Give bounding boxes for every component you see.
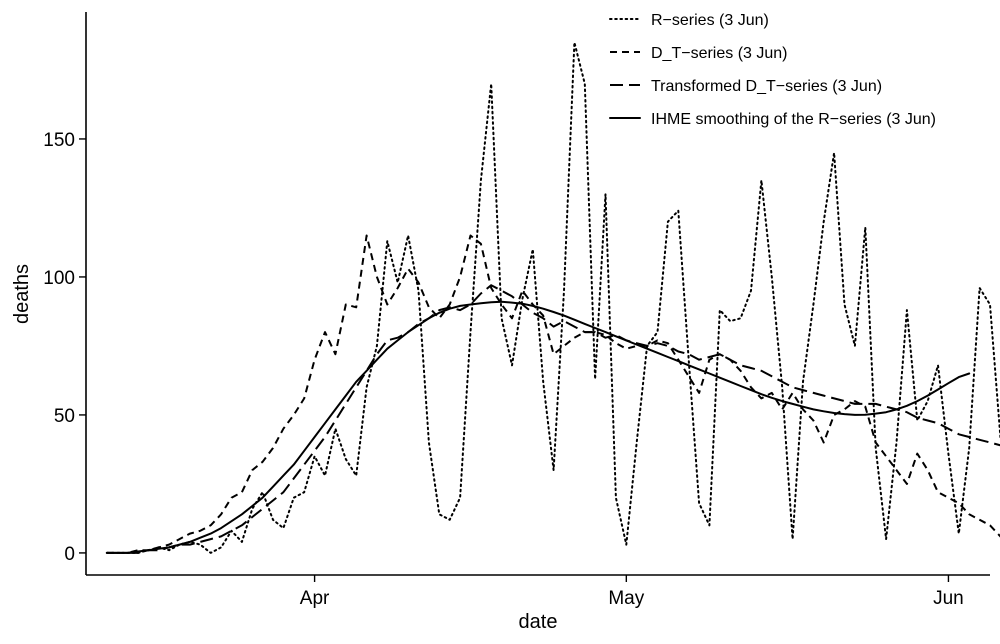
y-tick-label: 0 (64, 544, 75, 565)
x-axis-title: date (519, 611, 558, 633)
legend: R−series (3 Jun) D_T−series (3 Jun) Transf… (609, 12, 936, 128)
legend-label: D_T−series (3 Jun) (651, 45, 788, 62)
series-line-longdash (106, 284, 1000, 554)
x-tick-label: Apr (300, 588, 330, 609)
x-tick-label: May (608, 588, 644, 609)
legend-label: R−series (3 Jun) (651, 12, 769, 29)
y-axis-title: deaths (11, 264, 33, 324)
y-tick-label: 150 (43, 130, 75, 151)
series-line-dotted (105, 41, 1000, 554)
legend-label: Transformed D_T−series (3 Jun) (651, 78, 882, 95)
y-tick-label: 100 (43, 268, 75, 289)
series-line-dashed (106, 234, 1000, 554)
series-line-solid (105, 300, 971, 554)
y-tick-label: 50 (54, 406, 75, 427)
x-tick-label: Jun (933, 588, 964, 609)
legend-label: IHME smoothing of the R−series (3 Jun) (651, 111, 936, 128)
ticks-layer: 0 50 100 150 Apr May Jun (43, 130, 963, 609)
series-layer (105, 41, 1000, 554)
